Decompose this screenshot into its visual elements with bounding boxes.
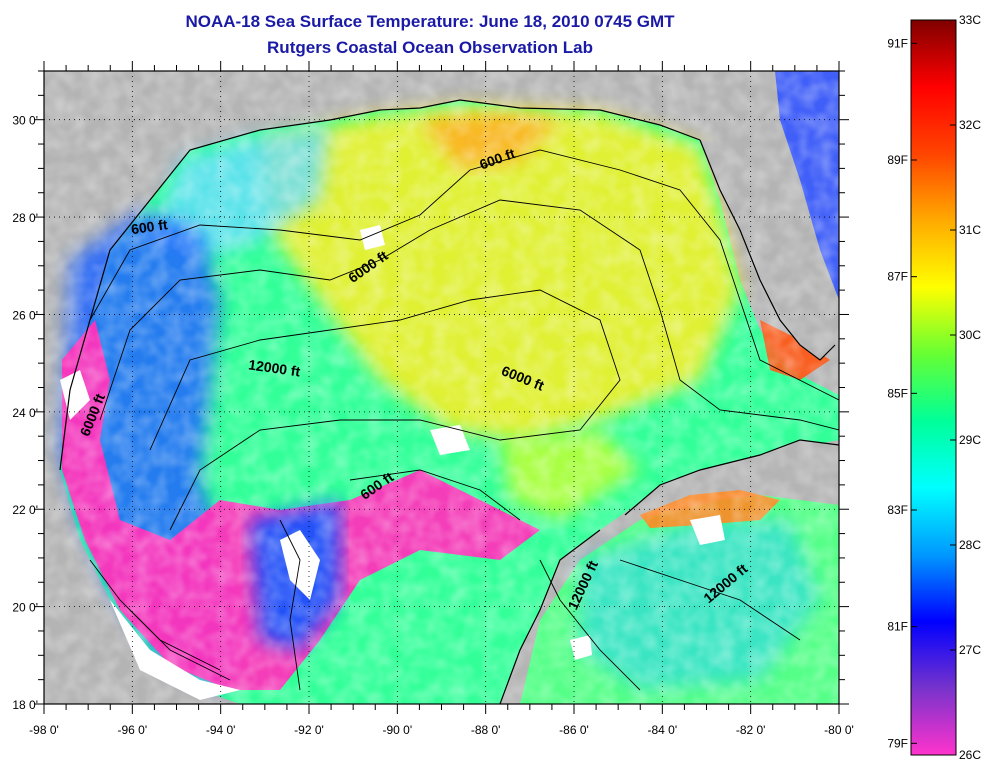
fahrenheit-label: 91F <box>887 36 908 50</box>
lon-tick-label: -80 0' <box>824 723 854 737</box>
lon-tick-label: -88 0' <box>471 723 501 737</box>
axis-tick-labels: -98 0' -96 0' -94 0' -92 0' -90 0' -88 0' -86 … <box>12 114 853 737</box>
fahrenheit-label: 81F <box>887 620 908 634</box>
lat-tick-label: 24 0' <box>12 406 38 420</box>
fahrenheit-label: 89F <box>887 153 908 167</box>
celsius-label: 30C <box>959 328 981 342</box>
fahrenheit-label: 85F <box>887 386 908 400</box>
lon-tick-label: -92 0' <box>294 723 324 737</box>
lat-tick-label: 26 0' <box>12 308 38 322</box>
celsius-label: 33C <box>959 13 981 27</box>
bathymetry-contours <box>89 149 839 691</box>
lat-tick-label: 28 0' <box>12 211 38 225</box>
celsius-label: 26C <box>959 748 981 762</box>
celsius-label: 29C <box>959 433 981 447</box>
lat-tick-label: 30 0' <box>12 114 38 128</box>
fahrenheit-label: 87F <box>887 270 908 284</box>
celsius-label: 32C <box>959 118 981 132</box>
map-gridlines <box>44 71 839 704</box>
celsius-label: 31C <box>959 223 981 237</box>
lon-tick-label: -90 0' <box>383 723 413 737</box>
contour-label: 600 ft <box>130 216 169 237</box>
lat-tick-label: 18 0' <box>12 698 38 712</box>
colorbar-ticks: 33C 32C 31C 30C 29C 28C 27C 26C 91F 89F 87F 85F 83F 8… <box>887 13 981 762</box>
lon-tick-label: -98 0' <box>29 723 59 737</box>
axis-ticks <box>34 61 849 714</box>
lon-tick-label: -96 0' <box>118 723 148 737</box>
map-subtitle: Rutgers Coastal Ocean Observation Lab <box>267 38 593 57</box>
map-title: NOAA-18 Sea Surface Temperature: June 18… <box>185 12 675 31</box>
fahrenheit-label: 83F <box>887 503 908 517</box>
lon-tick-label: -84 0' <box>648 723 678 737</box>
fahrenheit-label: 79F <box>887 736 908 750</box>
lon-tick-label: -82 0' <box>736 723 766 737</box>
colorbar-gradient <box>910 19 957 756</box>
lat-tick-label: 20 0' <box>12 601 38 615</box>
lat-tick-label: 22 0' <box>12 503 38 517</box>
lon-tick-label: -86 0' <box>559 723 589 737</box>
contour-label: 12000 ft <box>247 356 301 379</box>
celsius-label: 28C <box>959 538 981 552</box>
lon-tick-label: -94 0' <box>206 723 236 737</box>
celsius-label: 27C <box>959 643 981 657</box>
